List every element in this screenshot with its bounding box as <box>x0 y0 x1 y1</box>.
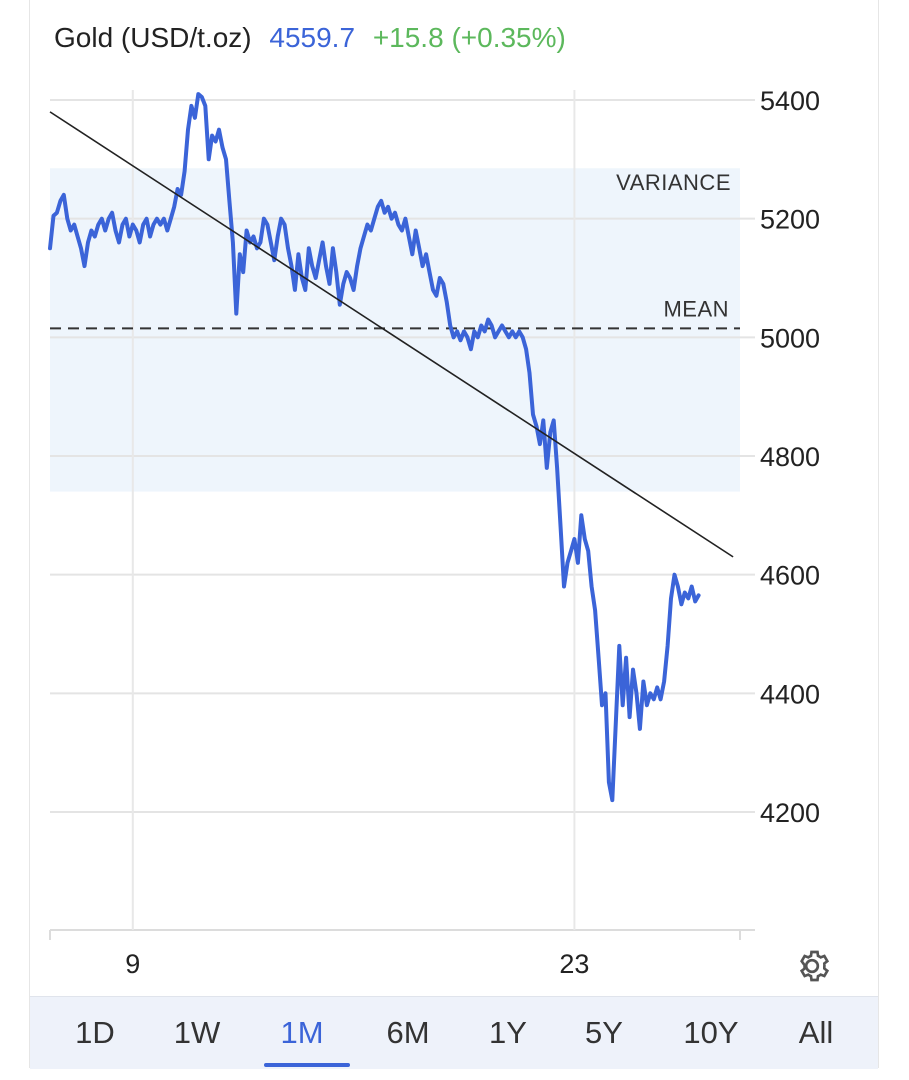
frame-border-left <box>29 0 30 1068</box>
trend-line <box>49 111 734 558</box>
time-range-selector: 1D 1W 1M 6M 1Y 5Y 10Y All <box>30 996 878 1069</box>
y-tick-label: 4800 <box>760 442 820 472</box>
current-price: 4559.7 <box>269 22 356 53</box>
frame-border-right <box>878 0 879 1068</box>
y-tick-label: 4200 <box>760 798 820 828</box>
range-tab-1m[interactable]: 1M <box>280 1015 324 1050</box>
x-axis-labels: 9 23 <box>125 949 589 979</box>
x-tick-label: 23 <box>559 949 589 979</box>
range-tab-1y[interactable]: 1Y <box>489 1015 527 1050</box>
range-tab-5y[interactable]: 5Y <box>585 1015 623 1050</box>
y-tick-label: 5000 <box>760 323 820 353</box>
chart-grid <box>49 90 755 940</box>
range-tab-1w[interactable]: 1W <box>173 1015 221 1050</box>
quote-header: Gold (USD/t.oz) 4559.7 +15.8 (+0.35%) <box>54 22 576 54</box>
y-tick-label: 4400 <box>760 679 820 709</box>
instrument-title: Gold (USD/t.oz) <box>54 22 252 53</box>
range-tab-6m[interactable]: 6M <box>386 1015 430 1050</box>
price-chart[interactable]: VARIANCE MEAN 4200 4400 4600 4800 5000 5200 54… <box>0 0 909 996</box>
y-tick-label: 5400 <box>760 86 820 116</box>
range-tab-1d[interactable]: 1D <box>75 1015 115 1050</box>
gear-icon <box>799 950 830 982</box>
active-tab-indicator <box>264 1063 350 1067</box>
x-tick-label: 9 <box>125 949 140 979</box>
y-axis-labels: 4200 4400 4600 4800 5000 5200 5400 <box>760 86 820 828</box>
settings-gear-icon[interactable] <box>792 946 832 986</box>
price-series-line[interactable] <box>48 92 701 803</box>
variance-label: VARIANCE <box>616 170 731 195</box>
y-tick-label: 5200 <box>760 205 820 235</box>
range-tab-10y[interactable]: 10Y <box>683 1015 739 1050</box>
range-tab-all[interactable]: All <box>798 1015 834 1050</box>
mean-label: MEAN <box>663 296 729 321</box>
y-tick-label: 4600 <box>760 561 820 591</box>
price-change: +15.8 (+0.35%) <box>372 22 566 53</box>
